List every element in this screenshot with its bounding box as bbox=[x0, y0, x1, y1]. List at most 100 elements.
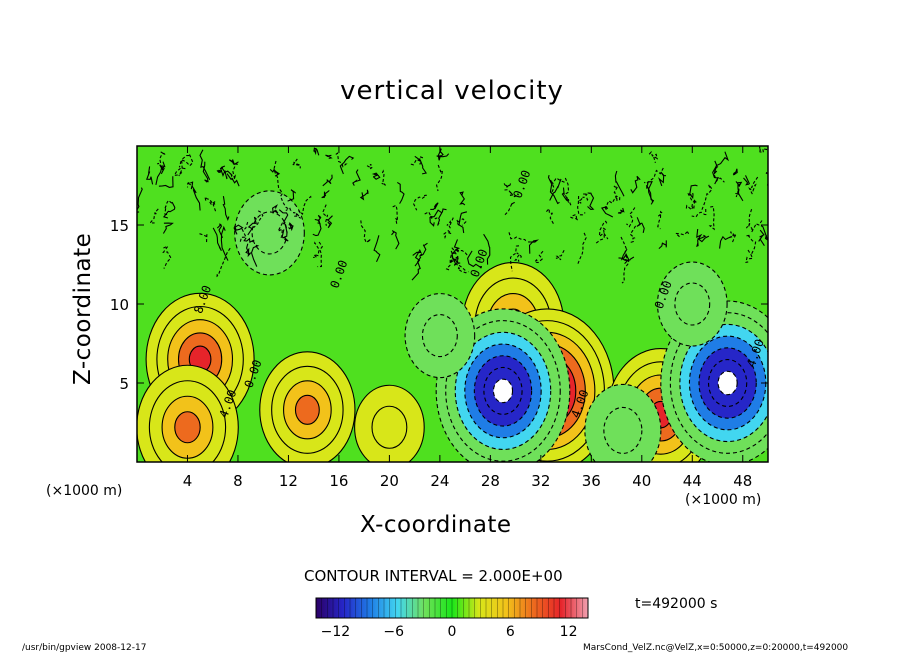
contour-ring bbox=[674, 282, 711, 326]
noise-contour bbox=[629, 225, 637, 244]
x-unit-right: (×1000 m) bbox=[685, 492, 762, 508]
noise-contour bbox=[630, 175, 641, 194]
noise-contour bbox=[758, 229, 765, 247]
noise-contour bbox=[467, 250, 482, 268]
noise-contour bbox=[657, 210, 663, 230]
noise-contour bbox=[601, 205, 614, 218]
updraft-3 bbox=[354, 384, 425, 462]
noise-contour bbox=[359, 189, 369, 201]
noise-contour bbox=[292, 211, 302, 219]
x-tick-label: 28 bbox=[481, 472, 500, 490]
noise-contour bbox=[719, 235, 733, 249]
noise-contour bbox=[162, 222, 174, 234]
noise-contour bbox=[251, 210, 264, 229]
noise-contour bbox=[746, 234, 757, 255]
noise-contour bbox=[391, 230, 400, 250]
noise-contour bbox=[155, 161, 166, 186]
noise-contour bbox=[396, 181, 405, 204]
noise-contour bbox=[199, 149, 211, 181]
noise-contour bbox=[325, 154, 333, 159]
noise-contour bbox=[381, 169, 387, 186]
noise-contour bbox=[587, 192, 595, 210]
noise-contour bbox=[164, 199, 173, 216]
noise-contour bbox=[178, 154, 194, 168]
noise-contour bbox=[278, 209, 289, 234]
noise-contour bbox=[745, 249, 754, 263]
noise-contour bbox=[162, 245, 172, 269]
noise-contour bbox=[312, 218, 322, 237]
noise-contour bbox=[173, 167, 186, 177]
noise-contour bbox=[451, 247, 468, 273]
noise-contour bbox=[459, 191, 466, 206]
noise-contour bbox=[186, 181, 193, 190]
noise-contour bbox=[533, 250, 544, 264]
noise-contour bbox=[335, 152, 348, 168]
x-tick-label: 36 bbox=[582, 472, 601, 490]
noise-contour bbox=[287, 189, 296, 202]
colorbar-tick-label: 6 bbox=[506, 624, 515, 640]
noise-contour bbox=[614, 170, 625, 197]
noise-contour bbox=[446, 217, 454, 230]
noise-contour bbox=[317, 241, 323, 268]
noise-contour bbox=[212, 227, 222, 251]
chart-title: vertical velocity bbox=[340, 76, 564, 106]
noise-contour bbox=[312, 241, 320, 258]
noise-contour bbox=[454, 248, 468, 256]
noise-contour bbox=[191, 181, 201, 211]
noise-contour bbox=[760, 225, 768, 241]
downdraft-8 bbox=[584, 383, 662, 462]
noise-contour bbox=[646, 184, 655, 205]
noise-contour bbox=[371, 172, 381, 180]
noise-contour bbox=[547, 174, 560, 205]
noise-contour bbox=[730, 231, 737, 243]
contour-ring bbox=[717, 370, 738, 396]
noise-contour bbox=[561, 187, 568, 202]
noise-contour bbox=[178, 154, 190, 177]
noise-contour bbox=[437, 208, 447, 226]
noise-contour bbox=[735, 181, 744, 202]
noise-contour bbox=[325, 215, 333, 229]
noise-contour bbox=[685, 199, 696, 211]
colorbar-frame bbox=[315, 597, 589, 619]
noise-contour bbox=[366, 163, 373, 170]
noise-contour bbox=[648, 151, 659, 164]
downdraft-9 bbox=[660, 300, 768, 462]
noise-contour bbox=[216, 247, 231, 278]
noise-contour bbox=[409, 155, 424, 166]
noise-contour bbox=[598, 220, 609, 240]
x-tick-label: 32 bbox=[531, 472, 550, 490]
noise-contour bbox=[564, 177, 572, 207]
noise-contour bbox=[449, 250, 457, 264]
noise-contour bbox=[613, 185, 619, 201]
y-tick-label: 5 bbox=[119, 375, 129, 393]
noise-contour bbox=[146, 166, 154, 185]
noise-contour bbox=[430, 202, 439, 210]
noise-contour bbox=[137, 187, 143, 213]
colorbar-tick-label: −12 bbox=[321, 624, 351, 640]
noise-contour bbox=[414, 155, 428, 175]
noise-contour bbox=[220, 225, 229, 261]
noise-contour bbox=[605, 195, 621, 210]
noise-contour bbox=[250, 244, 260, 267]
noise-contour bbox=[273, 160, 283, 194]
noise-contour bbox=[658, 171, 667, 187]
noise-contour bbox=[216, 223, 224, 239]
noise-contour bbox=[658, 240, 668, 250]
noise-contour bbox=[322, 174, 333, 187]
noise-contour bbox=[458, 211, 468, 234]
y-tick-label: 10 bbox=[110, 296, 129, 314]
noise-contour bbox=[503, 183, 512, 188]
noise-contour bbox=[750, 220, 763, 233]
noise-contour bbox=[549, 178, 562, 201]
x-tick-label: 40 bbox=[632, 472, 651, 490]
noise-contour bbox=[545, 207, 555, 226]
noise-contour bbox=[288, 222, 294, 232]
downdraft-12 bbox=[656, 261, 728, 347]
noise-contour bbox=[732, 168, 738, 176]
noise-contour bbox=[162, 201, 176, 219]
noise-contour bbox=[748, 176, 759, 196]
x-axis-label: X-coordinate bbox=[360, 512, 512, 538]
noise-contour bbox=[643, 167, 664, 185]
noise-contour bbox=[209, 201, 217, 213]
